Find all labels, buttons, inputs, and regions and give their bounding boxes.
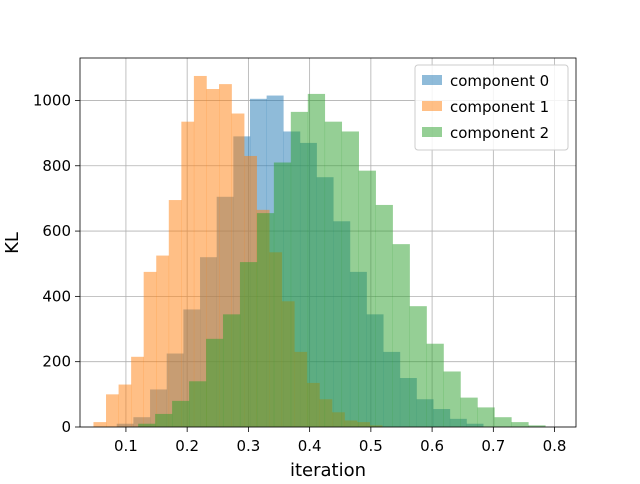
y-tick-label: 1000 (33, 91, 71, 109)
histogram-bar (511, 422, 529, 427)
y-axis-label: KL (2, 232, 23, 254)
legend-label: component 1 (450, 98, 549, 116)
histogram-bar (256, 213, 275, 427)
x-tick-label: 0.4 (298, 437, 322, 455)
histogram-bar (324, 121, 343, 427)
histogram-bar (392, 244, 410, 427)
legend: component 0 component 1 component 2 (414, 64, 569, 151)
plot-frame (79, 57, 577, 428)
histogram-bar (222, 314, 241, 427)
x-tick-label: 0.3 (236, 437, 260, 455)
histogram-bar (155, 413, 173, 427)
histogram-bar (426, 343, 444, 427)
histogram-bar (358, 170, 376, 427)
histogram-bar (375, 204, 393, 427)
histogram-bar (106, 394, 119, 427)
histogram-bar (460, 397, 478, 427)
x-tick-label: 0.8 (543, 437, 567, 455)
histogram-bar (193, 75, 207, 427)
x-tick-label: 0.5 (359, 437, 383, 455)
x-tick-label: 0.1 (114, 437, 138, 455)
series-2 (138, 93, 546, 428)
x-tick-label: 0.6 (420, 437, 444, 455)
histogram-bar (138, 423, 156, 427)
histogram-bar (131, 356, 144, 427)
histogram-bar (206, 338, 224, 427)
histogram-bar (93, 422, 107, 427)
axis-ticks: 0.1 0.2 0.3 0.4 0.5 0.6 0.7 0.8 0 200 400 600 800 100… (33, 91, 567, 455)
x-tick-label: 0.7 (481, 437, 505, 455)
y-tick-label: 400 (42, 287, 71, 305)
histogram-bar (181, 121, 195, 427)
histogram-bar (118, 384, 132, 427)
legend-label: component 2 (450, 124, 549, 142)
histogram-bar (273, 162, 292, 427)
histogram-bar (168, 200, 182, 427)
histogram-bar (290, 111, 309, 428)
bars (93, 75, 546, 428)
legend-swatch (422, 127, 442, 137)
y-tick-label: 600 (42, 222, 71, 240)
histogram-bar (307, 93, 326, 428)
histogram-bar (443, 371, 461, 427)
histogram-bar (494, 417, 512, 427)
y-tick-label: 200 (42, 353, 71, 371)
histogram-bar (239, 262, 258, 427)
histogram-bar (143, 271, 157, 427)
legend-swatch (422, 75, 442, 85)
x-axis-label: iteration (290, 460, 366, 480)
histogram-bar (528, 425, 546, 427)
legend-frame (414, 64, 569, 151)
legend-label: component 0 (450, 72, 549, 90)
histogram-bar (172, 400, 190, 427)
histogram-bar (409, 306, 427, 427)
x-tick-label: 0.2 (175, 437, 199, 455)
y-tick-label: 800 (42, 157, 71, 175)
histogram-bar (341, 131, 359, 427)
legend-swatch (422, 101, 442, 111)
histogram-bar (189, 381, 207, 427)
y-tick-label: 0 (61, 418, 71, 436)
histogram-bar (156, 255, 170, 427)
histogram-bar (477, 407, 495, 427)
